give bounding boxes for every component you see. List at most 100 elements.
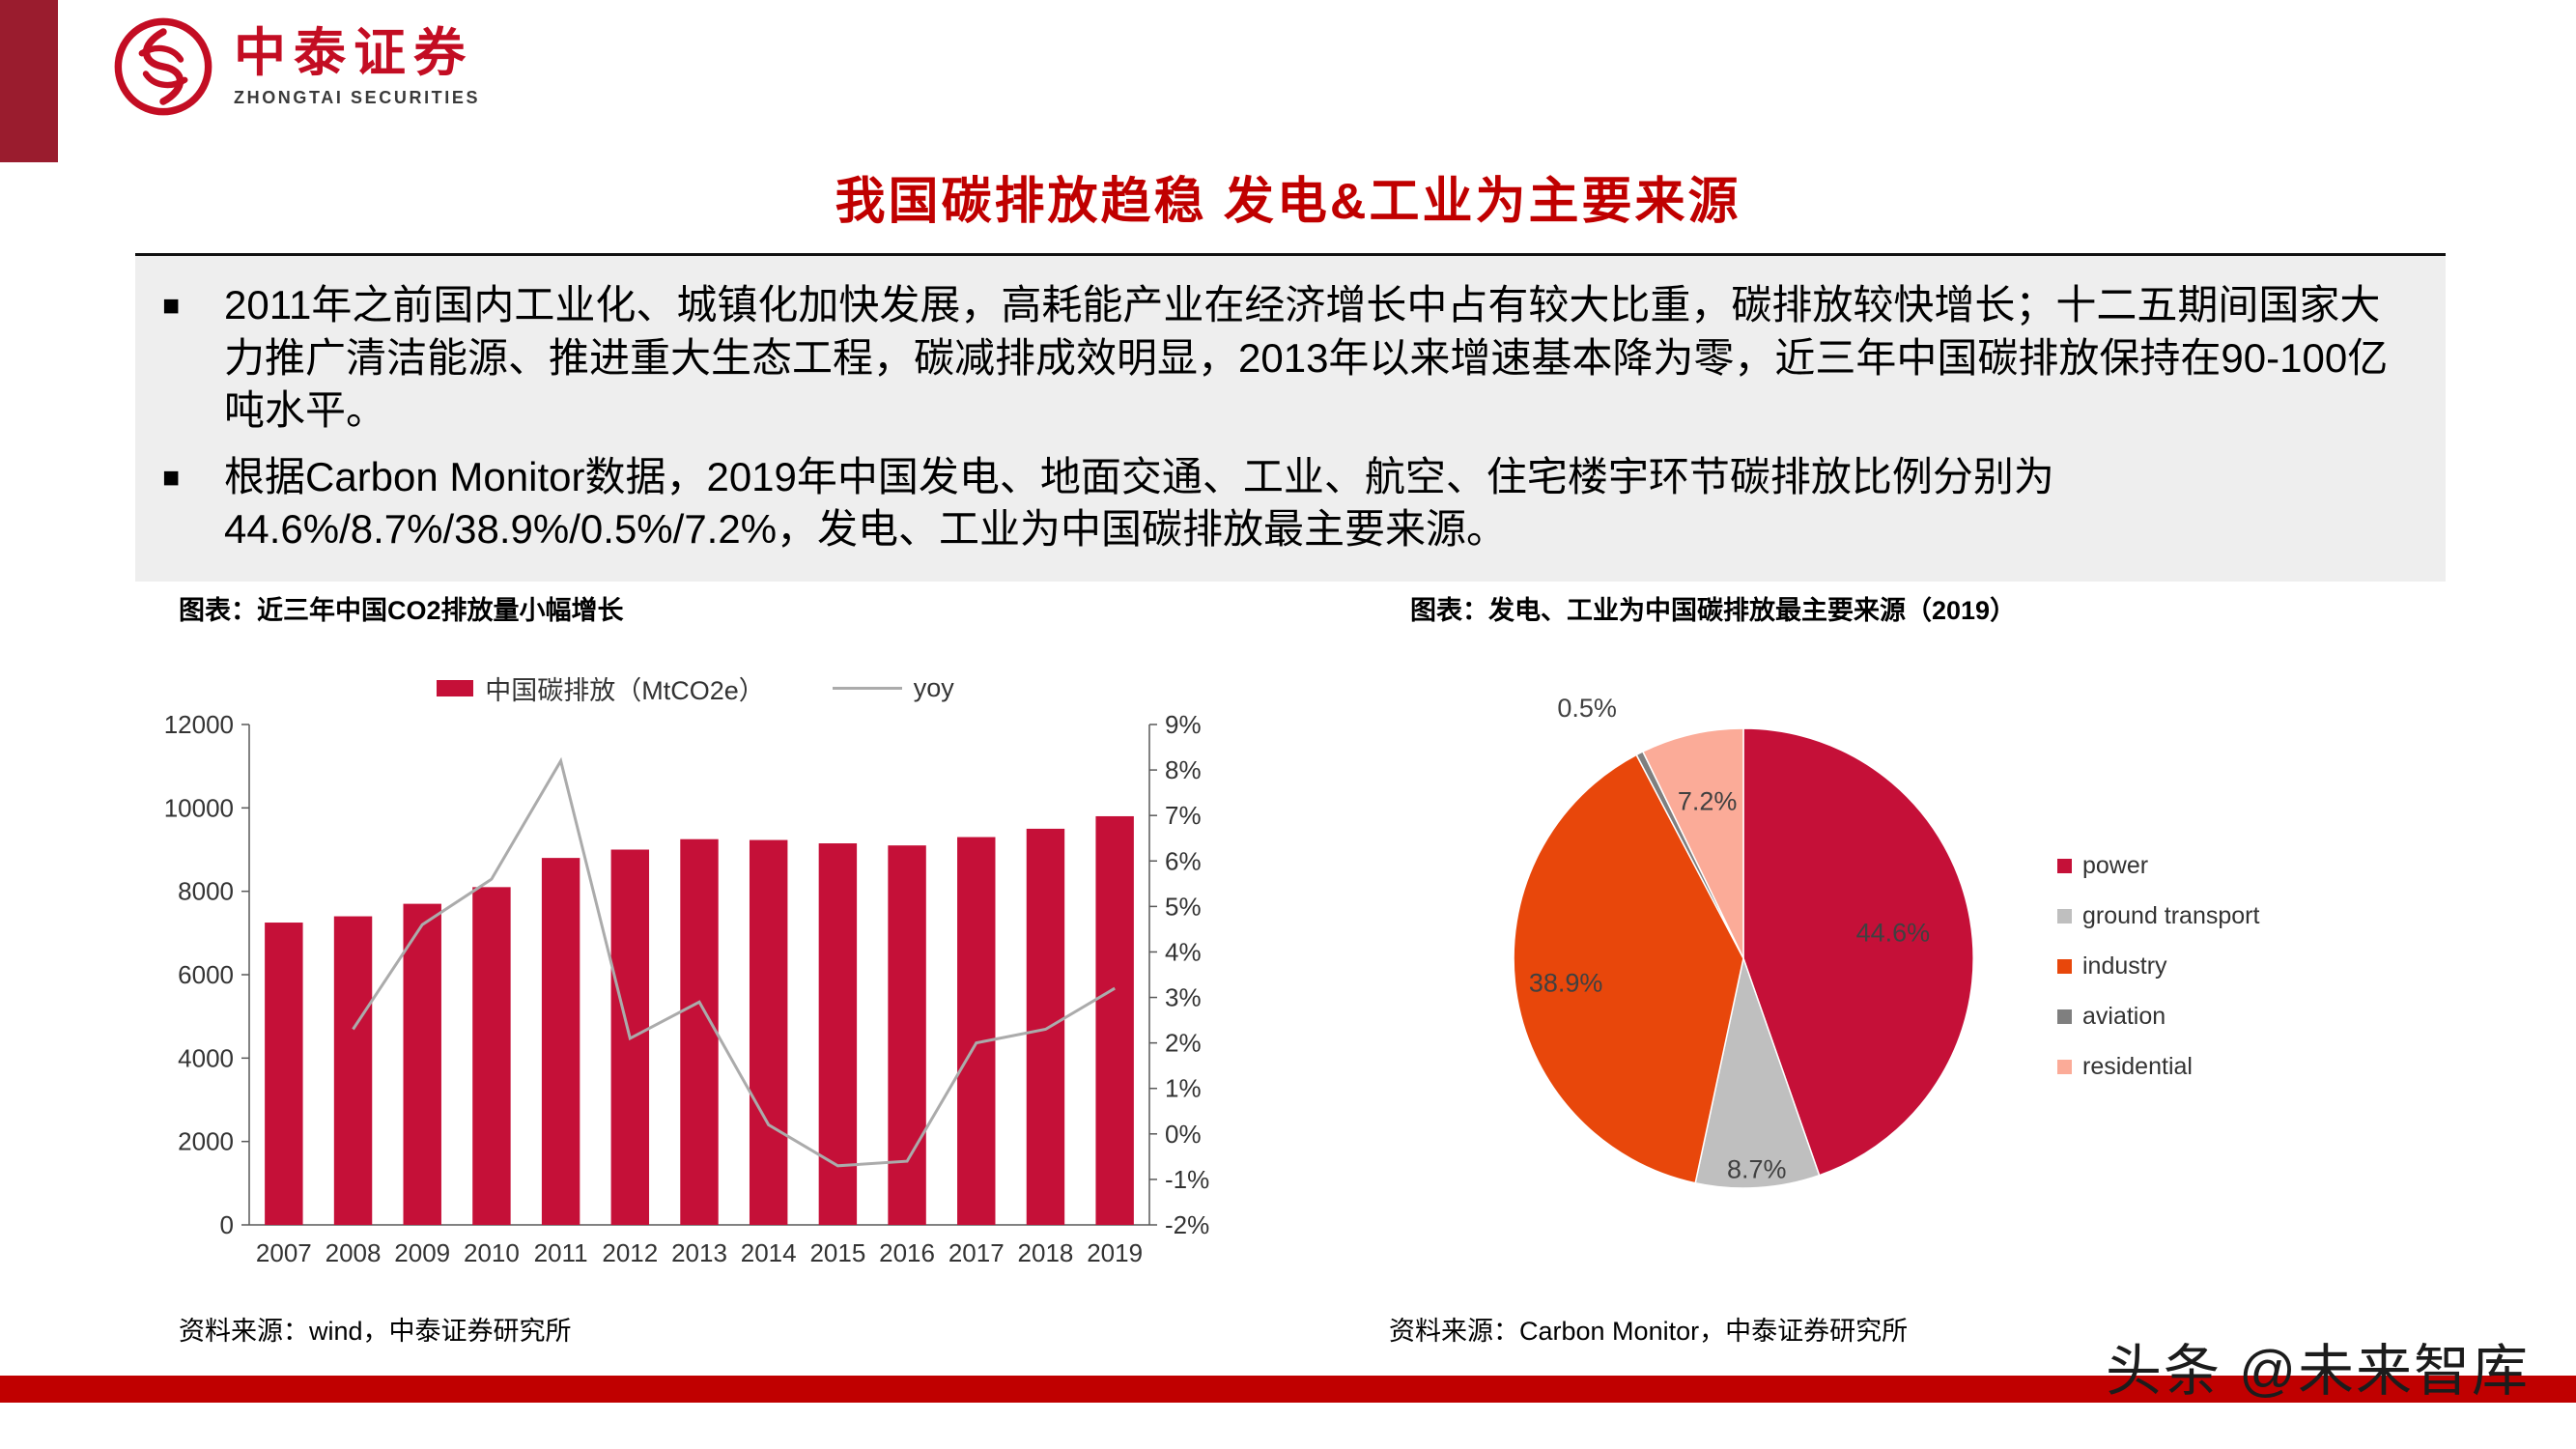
x-axis-label: 2019 (1087, 1238, 1143, 1267)
emissions-pie-chart: 44.6% 8.7% 38.9% 0.5% 7.2% (1513, 694, 1974, 1189)
pie-slice-ground-transport (1694, 955, 1821, 1189)
y-axis-right-label: 7% (1165, 801, 1202, 830)
brand-text-block: 中泰证券 ZHONGTAI SECURITIES (234, 15, 480, 108)
y-axis-right-label: 0% (1165, 1120, 1202, 1149)
pie-chart-legend: power ground transport industry aviation res… (2057, 852, 2259, 1081)
y-axis-right-label: -1% (1165, 1165, 1209, 1194)
pie-legend-label: aviation (2082, 1003, 2166, 1030)
bar-2015 (818, 843, 858, 1225)
y-axis-left-label: 8000 (178, 877, 234, 906)
line-series-label: yoy (913, 672, 954, 702)
bar-2013 (680, 838, 719, 1225)
bar-2017 (957, 837, 996, 1225)
summary-bullet-1: ■ 2011年之前国内工业化、城镇化加快发展，高耗能产业在经济增长中占有较大比重… (162, 279, 2409, 438)
bar-2014 (749, 839, 788, 1225)
x-axis-label: 2010 (464, 1238, 520, 1267)
x-axis-label: 2018 (1018, 1238, 1074, 1267)
pie-legend-label: industry (2082, 952, 2167, 980)
right-chart-title: 图表：发电、工业为中国碳排放最主要来源（2019） (1410, 596, 2017, 625)
page-title: 我国碳排放趋稳 发电&工业为主要来源 (835, 174, 1741, 230)
y-axis-left-label: 0 (220, 1210, 234, 1239)
pie-legend-item-aviation: aviation (2057, 1003, 2259, 1031)
left-chart-title: 图表：近三年中国CO2排放量小幅增长 (179, 596, 624, 625)
legend-swatch-icon (2057, 959, 2072, 974)
x-axis-label: 2011 (534, 1238, 588, 1267)
x-axis-label: 2007 (256, 1238, 312, 1267)
pie-legend-label: ground transport (2082, 902, 2260, 929)
corner-flag-decoration (0, 0, 58, 162)
pie-legend-item-ground-transport: ground transport (2057, 902, 2259, 930)
x-axis-label: 2014 (741, 1238, 797, 1267)
brand-name-en: ZHONGTAI SECURITIES (234, 88, 481, 108)
y-axis-right-label: 6% (1165, 846, 1202, 875)
bullet-square-icon: ■ (162, 461, 181, 494)
summary-box: ■ 2011年之前国内工业化、城镇化加快发展，高耗能产业在经济增长中占有较大比重… (135, 253, 2446, 582)
bar-chart-legend: 中国碳排放（MtCO2e） yoy (145, 665, 1246, 711)
y-axis-left-label: 2000 (178, 1127, 234, 1156)
bar-2008 (333, 916, 373, 1225)
bar-2007 (265, 923, 303, 1225)
y-axis-right-label: 3% (1165, 983, 1202, 1012)
watermark: 头条 @未来智库 (2106, 1340, 2530, 1403)
line-series-swatch-icon (832, 686, 902, 690)
x-axis-label: 2017 (948, 1238, 1005, 1267)
x-axis-label: 2012 (602, 1238, 658, 1267)
legend-item-yoy: yoy (832, 672, 954, 703)
pie-chart-area: 44.6% 8.7% 38.9% 0.5% 7.2% (1401, 676, 2096, 1241)
zhongtai-logo-icon (114, 17, 212, 116)
source-note-left: 资料来源：wind，中泰证券研究所 (179, 1317, 572, 1346)
pie-slice-residential (1641, 727, 1744, 959)
pie-slice-industry (1513, 753, 1744, 1184)
bar-series-label: 中国碳排放（MtCO2e） (485, 675, 765, 705)
pie-label-residential: 7.2% (1678, 787, 1738, 816)
summary-bullet-2-text: 根据Carbon Monitor数据，2019年中国发电、地面交通、工业、航空、… (224, 453, 2054, 553)
summary-bullet-1-text: 2011年之前国内工业化、城镇化加快发展，高耗能产业在经济增长中占有较大比重，碳… (224, 282, 2389, 434)
x-axis-label: 2008 (326, 1238, 382, 1267)
bar-2009 (403, 903, 441, 1225)
y-axis-left-label: 6000 (178, 960, 234, 989)
brand-name: 中泰证券 (234, 24, 473, 82)
bar-2016 (888, 845, 926, 1225)
y-axis-left-label: 12000 (164, 711, 234, 739)
brand-logo: 中泰证券 ZHONGTAI SECURITIES (112, 15, 480, 118)
summary-bullet-2: ■ 根据Carbon Monitor数据，2019年中国发电、地面交通、工业、航… (162, 451, 2409, 556)
footer-band-decoration (0, 1376, 2576, 1403)
legend-swatch-icon (2057, 1060, 2072, 1074)
x-axis-label: 2016 (879, 1238, 935, 1267)
y-axis-left-label: 4000 (178, 1043, 234, 1072)
pie-legend-label: power (2082, 852, 2149, 879)
bar-2011 (541, 858, 580, 1225)
x-axis-label: 2013 (671, 1238, 727, 1267)
y-axis-right-label: 2% (1165, 1029, 1202, 1058)
bar-series-swatch-icon (437, 679, 474, 696)
pie-label-aviation: 0.5% (1557, 694, 1617, 723)
legend-swatch-icon (2057, 909, 2072, 923)
emissions-bar-chart: 0 2000 4000 6000 8000 10000 12000 -2% -1% 0% 1% 2% 3… (164, 710, 1210, 1267)
pie-legend-label: residential (2082, 1053, 2193, 1080)
legend-swatch-icon (2057, 859, 2072, 873)
source-note-right: 资料来源：Carbon Monitor，中泰证券研究所 (1389, 1317, 1909, 1346)
y-axis-right-label: 8% (1165, 755, 1202, 784)
y-axis-right-label: 1% (1165, 1074, 1202, 1103)
y-axis-right-label: 4% (1165, 937, 1202, 966)
pie-slice-power (1742, 727, 1974, 1177)
y-axis-right-label: 9% (1165, 711, 1202, 739)
y-axis-right-label: -2% (1165, 1210, 1209, 1239)
pie-legend-item-residential: residential (2057, 1053, 2259, 1081)
y-axis-left-label: 10000 (164, 793, 234, 822)
bar-2018 (1026, 828, 1065, 1225)
y-axis-right-label: 5% (1165, 892, 1202, 921)
legend-swatch-icon (2057, 1009, 2072, 1024)
pie-label-power: 44.6% (1856, 919, 1931, 948)
pie-label-ground-transport: 8.7% (1727, 1155, 1787, 1184)
x-axis-label: 2009 (394, 1238, 450, 1267)
bar-2010 (472, 887, 511, 1225)
pie-legend-item-power: power (2057, 852, 2259, 880)
bullet-square-icon: ■ (162, 290, 181, 322)
x-axis-label: 2015 (809, 1238, 865, 1267)
yoy-line (352, 756, 1116, 1168)
legend-item-emissions: 中国碳排放（MtCO2e） (437, 669, 765, 707)
bar-chart-area: 中国碳排放（MtCO2e） yoy 0 2000 4000 6000 8000 10000… (145, 665, 1246, 1307)
pie-legend-item-industry: industry (2057, 952, 2259, 980)
